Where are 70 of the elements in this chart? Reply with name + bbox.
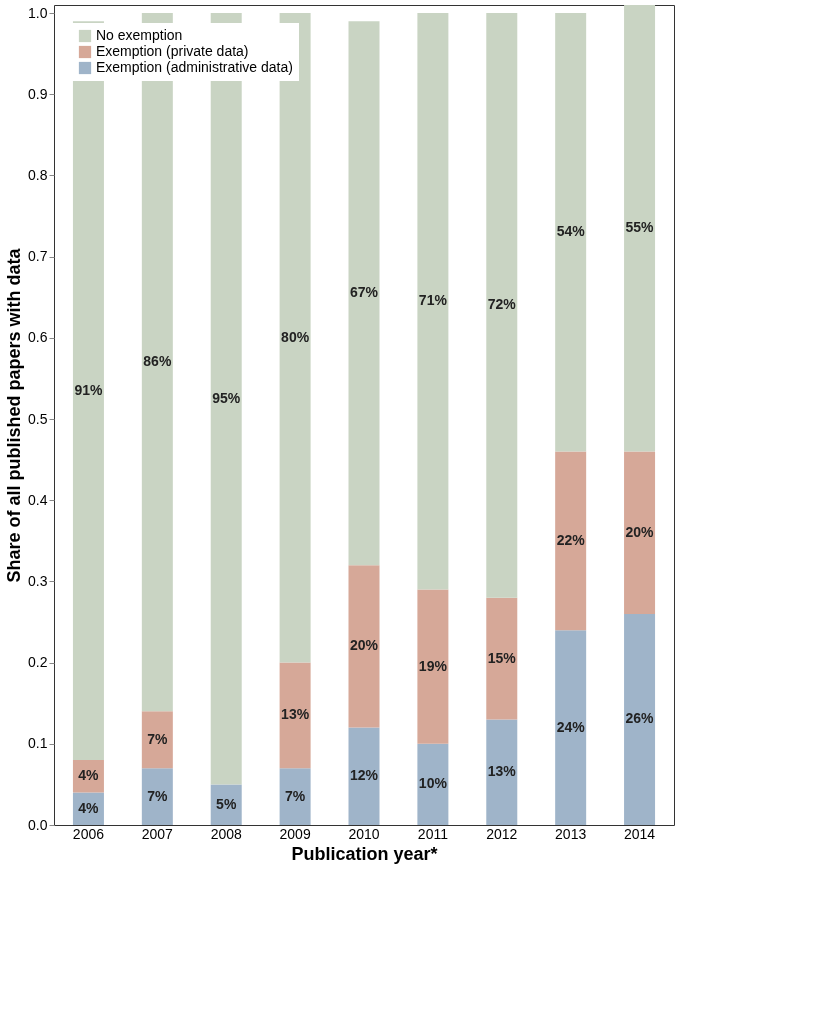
x-tick-label: 2008: [210, 825, 242, 842]
bar: [555, 630, 587, 825]
legend-label: No exemption: [96, 27, 183, 43]
data-label: 71%: [418, 292, 448, 309]
bar: [624, 613, 656, 825]
x-tick-label: 2014: [623, 825, 656, 842]
data-label: 26%: [625, 710, 655, 727]
data-label: 86%: [143, 353, 172, 370]
y-tick-label: 0.8: [28, 167, 48, 183]
data-label: 5%: [216, 795, 237, 812]
bar: [624, 5, 656, 452]
data-label: 22%: [556, 531, 586, 548]
x-tick-label: 2007: [141, 825, 174, 842]
y-tick-label: 1.0: [28, 4, 48, 21]
bar: [417, 743, 449, 825]
data-label: 12%: [349, 767, 379, 784]
bar: [141, 711, 173, 769]
x-tick-label: 2010: [348, 825, 380, 842]
x-tick-label: 2006: [72, 825, 105, 842]
data-label: 7%: [147, 787, 168, 804]
bar: [279, 768, 311, 825]
x-tick-label: 2013: [555, 825, 587, 842]
bar: [279, 662, 311, 769]
x-tick-label: 2011: [417, 825, 449, 842]
bar: [486, 597, 518, 720]
y-tick-label: 0.7: [28, 248, 48, 265]
data-label: 13%: [487, 763, 517, 780]
y-tick-label: 0.9: [28, 85, 48, 102]
y-tick-label: 0.6: [28, 329, 48, 346]
y-tick-label: 0.5: [28, 410, 48, 427]
data-label: 95%: [212, 389, 241, 406]
bar: [348, 21, 380, 566]
bar: [486, 719, 518, 825]
data-label: 4%: [78, 799, 100, 816]
y-tick-label: 0.4: [28, 491, 48, 508]
data-label: 72%: [487, 296, 517, 313]
data-label: 19%: [418, 657, 448, 674]
legend-label: Exemption (private data): [96, 43, 249, 59]
legend-label: Exemption (administrative data): [96, 59, 293, 75]
bar: [555, 451, 587, 631]
data-label: 15%: [487, 649, 517, 666]
bar: [417, 13, 449, 590]
bar: [555, 13, 587, 452]
data-label: 20%: [349, 637, 379, 654]
data-label: 55%: [625, 219, 655, 236]
data-label: 7%: [147, 730, 168, 747]
bar: [348, 565, 380, 728]
data-label: 4%: [78, 767, 100, 784]
y-tick-label: 0.1: [28, 735, 48, 752]
data-label: 91%: [74, 381, 103, 398]
data-label: 20%: [625, 523, 655, 540]
x-axis-title: Publication year*: [291, 843, 438, 864]
bar: [624, 451, 656, 614]
bar: [348, 727, 380, 825]
bar: [141, 768, 173, 825]
y-tick-label: 0.0: [28, 816, 48, 833]
y-tick-label: 0.2: [28, 654, 48, 671]
bar: [417, 589, 449, 744]
data-label: 24%: [556, 718, 586, 735]
data-label: 67%: [349, 284, 379, 301]
data-label: 10%: [418, 775, 448, 792]
y-tick-label: 0.3: [28, 572, 48, 589]
bar: [486, 13, 518, 598]
data-label: 7%: [284, 787, 306, 804]
data-label: 80%: [281, 328, 310, 345]
data-label: 54%: [556, 223, 586, 240]
x-tick-label: 2012: [486, 825, 518, 842]
y-axis-title: Share of all published papers with data: [4, 247, 25, 583]
x-tick-label: 2009: [279, 825, 311, 842]
data-label: 13%: [281, 706, 310, 723]
